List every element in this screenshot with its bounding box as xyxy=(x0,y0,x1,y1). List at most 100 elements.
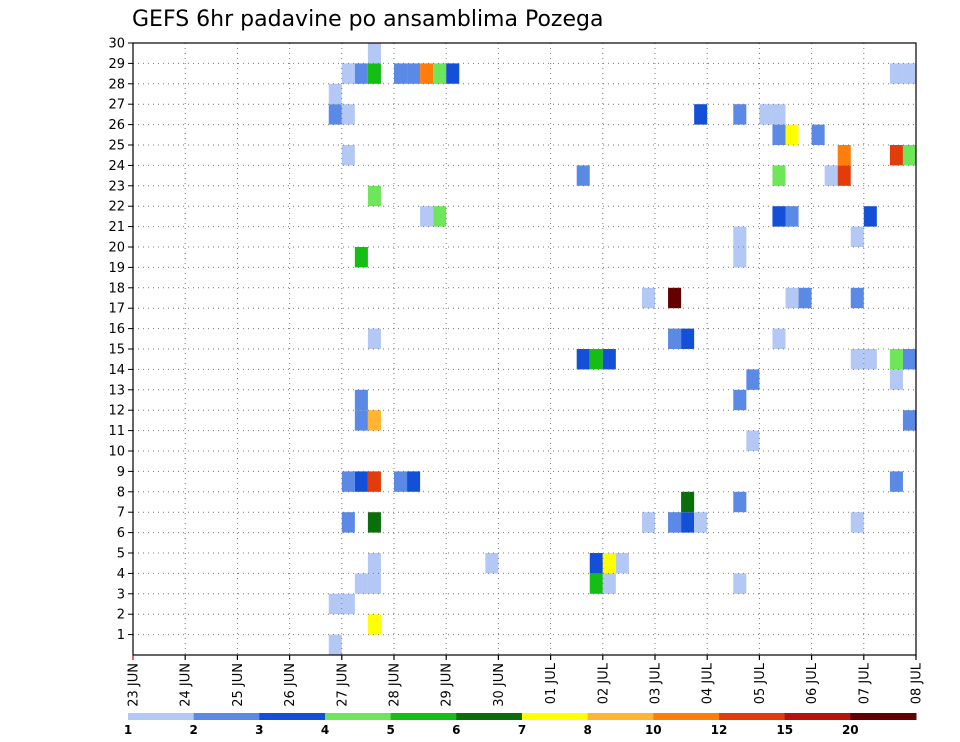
colorbar-label: 20 xyxy=(842,723,859,737)
precip-cell xyxy=(889,145,903,166)
precip-cell xyxy=(367,614,381,635)
colorbar-label: 10 xyxy=(645,723,662,737)
y-tick-label: 20 xyxy=(108,241,125,256)
precip-cell xyxy=(485,553,499,574)
precip-cell xyxy=(772,165,786,186)
precip-cell xyxy=(746,430,760,451)
precip-cell xyxy=(394,471,408,492)
colorbar-swatch xyxy=(653,713,720,720)
x-tick-label: 24 JUN xyxy=(179,663,194,707)
precip-cell xyxy=(889,471,903,492)
precip-cell xyxy=(824,165,838,186)
precip-cell xyxy=(811,124,825,145)
precip-cell xyxy=(341,593,355,615)
precip-cell xyxy=(772,206,786,227)
y-tick-label: 2 xyxy=(117,608,125,623)
precip-cell xyxy=(354,389,368,411)
colorbar-label: 8 xyxy=(584,723,592,737)
precip-cell xyxy=(850,512,864,533)
precip-cell xyxy=(420,206,434,227)
precip-cell xyxy=(589,573,603,594)
precip-cell xyxy=(328,104,342,125)
colorbar-label: 1 xyxy=(124,723,132,737)
precip-cell xyxy=(354,247,368,268)
precip-cell xyxy=(367,43,381,64)
y-tick-label: 28 xyxy=(108,77,125,92)
y-tick-label: 15 xyxy=(108,343,125,358)
precip-cell xyxy=(902,145,916,166)
colorbar-swatch xyxy=(850,713,917,720)
precip-cell xyxy=(367,471,381,492)
y-tick-label: 12 xyxy=(108,404,125,419)
x-tick-label: 08 JUL xyxy=(910,662,925,704)
precip-cell xyxy=(772,104,786,125)
precip-cell xyxy=(759,104,773,125)
colorbar-swatch xyxy=(390,713,457,720)
precip-cell xyxy=(733,226,747,247)
colorbar-label: 2 xyxy=(190,723,198,737)
precip-cell xyxy=(863,349,877,370)
y-axis: 1234567891011121314151617181920212223242… xyxy=(108,37,133,643)
precip-cell xyxy=(354,573,368,594)
precip-cell xyxy=(407,471,421,492)
colorbar-swatch xyxy=(587,713,654,720)
precip-cell xyxy=(576,349,590,370)
y-tick-label: 22 xyxy=(108,200,125,215)
x-tick-label: 04 JUL xyxy=(701,662,716,704)
precip-cell xyxy=(341,512,355,533)
precip-cell xyxy=(733,573,747,594)
precip-cell xyxy=(785,124,799,145)
colorbar-label: 5 xyxy=(387,723,395,737)
precip-cell xyxy=(602,573,616,594)
y-tick-label: 13 xyxy=(108,383,125,398)
y-tick-label: 19 xyxy=(108,261,125,276)
precip-cell xyxy=(772,328,786,349)
y-tick-label: 21 xyxy=(108,220,125,235)
colorbar-swatch xyxy=(128,713,195,720)
precip-cell xyxy=(681,491,695,513)
x-tick-label: 07 JUL xyxy=(857,662,872,704)
precip-cell xyxy=(850,226,864,247)
y-tick-label: 9 xyxy=(117,465,125,480)
y-tick-label: 23 xyxy=(108,179,125,194)
x-tick-label: 03 JUL xyxy=(649,662,664,704)
precip-cell xyxy=(367,553,381,574)
precip-cell xyxy=(328,593,342,615)
precip-cell xyxy=(407,63,421,84)
precip-cell xyxy=(668,287,682,309)
colorbar: 1 2 3 4 5 6 7 8 10 12 15 20 xyxy=(124,713,917,737)
precip-cell xyxy=(772,124,786,145)
precip-cell xyxy=(433,63,447,84)
precip-cell xyxy=(433,206,447,227)
x-tick-label: 06 JUL xyxy=(805,662,820,704)
colorbar-label: 7 xyxy=(518,723,526,737)
precip-cell xyxy=(837,145,851,166)
y-tick-label: 14 xyxy=(108,363,125,378)
precip-cell xyxy=(785,206,799,227)
y-tick-label: 8 xyxy=(117,485,125,500)
x-tick-label: 28 JUN xyxy=(388,663,403,707)
precip-cell xyxy=(902,63,916,84)
precip-cell xyxy=(328,634,342,655)
colorbar-label: 12 xyxy=(711,723,728,737)
y-tick-label: 27 xyxy=(108,98,125,113)
colorbar-swatch xyxy=(325,713,392,720)
y-tick-label: 30 xyxy=(108,37,125,52)
precip-cell xyxy=(746,369,760,390)
precip-cell xyxy=(328,83,342,105)
precip-cell xyxy=(589,553,603,574)
precip-cell xyxy=(589,349,603,370)
y-tick-label: 7 xyxy=(117,506,125,521)
precip-cell xyxy=(367,410,381,431)
precip-cell xyxy=(889,369,903,390)
colorbar-swatch xyxy=(456,713,523,720)
precip-cell xyxy=(367,63,381,84)
y-tick-label: 5 xyxy=(117,547,125,562)
chart-title: GEFS 6hr padavine po ansamblima Pozega xyxy=(132,7,603,32)
colorbar-swatch xyxy=(784,713,851,720)
colorbar-swatch xyxy=(259,713,326,720)
colorbar-label: 4 xyxy=(321,723,329,737)
precip-cell xyxy=(694,104,708,125)
precip-cell xyxy=(354,63,368,84)
x-tick-label: 05 JUL xyxy=(753,662,768,704)
